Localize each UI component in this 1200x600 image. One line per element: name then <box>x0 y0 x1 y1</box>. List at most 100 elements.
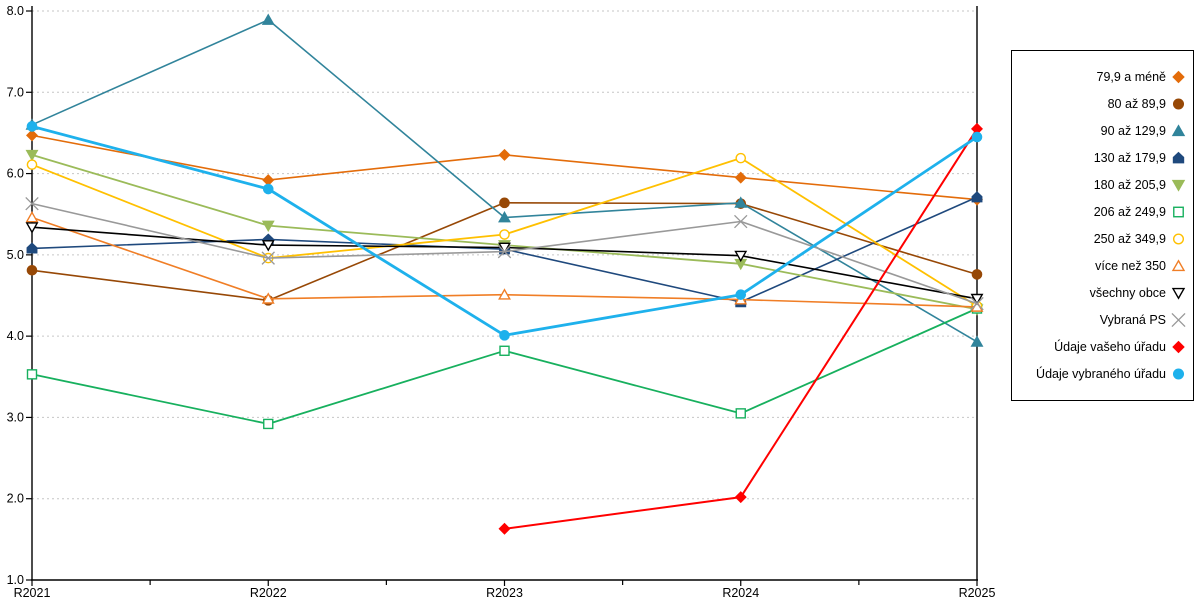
triangle-up-marker-icon <box>1171 259 1186 272</box>
pentagon-marker-icon <box>971 191 983 203</box>
legend-marker-icon <box>1172 98 1185 110</box>
square-marker-icon <box>26 369 38 380</box>
square-marker-icon <box>1173 206 1184 218</box>
legend-marker-icon <box>1171 179 1186 192</box>
legend-item-0: 79,9 a méně <box>1012 70 1193 84</box>
legend-marker-icon <box>1172 151 1185 164</box>
diamond-marker-icon <box>26 129 38 142</box>
square-marker-icon <box>735 408 746 419</box>
legend-item-label: více než 350 <box>1095 259 1166 273</box>
legend-item-2: 90 až 129,9 <box>1012 124 1193 138</box>
square-marker-icon <box>263 418 274 430</box>
legend-item-label: 206 až 249,9 <box>1093 205 1166 219</box>
x-marker-icon <box>497 244 512 259</box>
legend-item-label: 250 až 349,9 <box>1093 232 1166 246</box>
legend-marker-icon <box>1171 259 1186 272</box>
x-tick-label: R2023 <box>486 586 523 600</box>
pentagon-marker-icon <box>1172 151 1185 164</box>
triangle-up-marker-icon <box>1171 124 1186 137</box>
legend-item-10: Údaje vašeho úřadu <box>1012 340 1193 354</box>
x-marker-icon <box>970 296 984 311</box>
circle-marker-icon <box>499 229 510 240</box>
circle-marker-icon <box>735 289 747 300</box>
legend-item-label: Vybraná PS <box>1099 313 1166 327</box>
legend-marker-icon <box>1172 233 1185 245</box>
triangle-up-marker-icon <box>25 211 39 223</box>
legend-marker-icon <box>1172 368 1185 380</box>
triangle-up-marker-icon <box>261 13 275 25</box>
legend-item-label: všechny obce <box>1089 286 1166 300</box>
legend-item-3: 130 až 179,9 <box>1012 151 1193 165</box>
legend-item-4: 180 až 205,9 <box>1012 178 1193 192</box>
legend-item-7: více než 350 <box>1012 259 1193 273</box>
circle-marker-icon <box>26 265 38 276</box>
legend-item-label: Údaje vašeho úřadu <box>1054 340 1166 354</box>
triangle-down-marker-icon <box>1171 179 1186 192</box>
y-tick-label: 3.0 <box>7 410 24 424</box>
y-tick-label: 6.0 <box>7 167 24 181</box>
y-tick-label: 1.0 <box>7 573 24 587</box>
circle-marker-icon <box>26 121 38 132</box>
legend-item-11: Údaje vybraného úřadu <box>1012 367 1193 381</box>
triangle-up-marker-icon <box>734 196 748 208</box>
circle-marker-icon <box>1172 368 1185 380</box>
circle-marker-icon <box>262 183 274 195</box>
pentagon-marker-icon <box>26 242 38 254</box>
series-line-5 <box>31 307 978 425</box>
triangle-down-marker-icon <box>734 250 748 263</box>
legend-item-label: 130 až 179,9 <box>1093 151 1166 165</box>
diamond-marker-icon <box>262 174 275 187</box>
triangle-up-marker-icon <box>261 292 275 304</box>
circle-marker-icon <box>971 131 983 143</box>
diamond-marker-icon <box>1172 70 1185 84</box>
triangle-up-marker-icon <box>498 288 511 300</box>
x-tick-label: R2025 <box>959 586 996 600</box>
x-marker-icon <box>1171 313 1186 327</box>
triangle-down-marker-icon <box>970 293 984 306</box>
x-marker-icon <box>734 214 748 229</box>
diamond-marker-icon <box>734 171 747 184</box>
triangle-down-marker-icon <box>25 222 39 234</box>
triangle-down-marker-icon <box>261 220 275 233</box>
diamond-marker-icon <box>498 148 511 161</box>
circle-marker-icon <box>735 152 747 164</box>
circle-marker-icon <box>971 269 983 280</box>
x-marker-icon <box>261 251 275 265</box>
y-tick-label: 4.0 <box>7 329 24 343</box>
x-tick-label: R2024 <box>722 586 759 600</box>
triangle-down-marker-icon <box>1171 287 1186 300</box>
legend-item-5: 206 až 249,9 <box>1012 205 1193 219</box>
series-line-10 <box>504 128 978 530</box>
legend-item-label: 79,9 a méně <box>1096 70 1167 84</box>
circle-marker-icon <box>499 330 510 341</box>
legend-marker-icon <box>1171 287 1186 300</box>
legend-item-label: 90 až 129,9 <box>1100 124 1166 138</box>
triangle-down-marker-icon <box>498 242 511 254</box>
series-line-0 <box>31 134 978 201</box>
legend-marker-icon <box>1172 340 1185 354</box>
circle-marker-icon <box>1172 98 1185 110</box>
x-marker-icon <box>25 196 39 211</box>
diamond-marker-icon <box>498 522 511 535</box>
diamond-marker-icon <box>1172 340 1185 354</box>
legend-marker-icon <box>1171 124 1186 137</box>
y-tick-label: 5.0 <box>7 248 24 262</box>
y-tick-label: 8.0 <box>7 4 24 18</box>
legend-item-9: Vybraná PS <box>1012 313 1193 327</box>
triangle-up-marker-icon <box>970 335 984 347</box>
diamond-marker-icon <box>734 491 747 504</box>
triangle-down-marker-icon <box>25 149 39 162</box>
legend-item-label: Údaje vybraného úřadu <box>1036 367 1166 381</box>
legend: 79,9 a méně 80 až 89,9 90 až 129,9 130 až 1… <box>1011 50 1194 401</box>
legend-item-label: 180 až 205,9 <box>1093 178 1166 192</box>
x-tick-label: R2021 <box>14 586 51 600</box>
legend-marker-icon <box>1172 70 1185 84</box>
legend-marker-icon <box>1173 206 1184 218</box>
triangle-up-marker-icon <box>498 211 511 223</box>
square-marker-icon <box>499 345 510 356</box>
circle-marker-icon <box>26 159 38 170</box>
y-tick-label: 7.0 <box>7 85 24 99</box>
legend-item-8: všechny obce <box>1012 286 1193 300</box>
